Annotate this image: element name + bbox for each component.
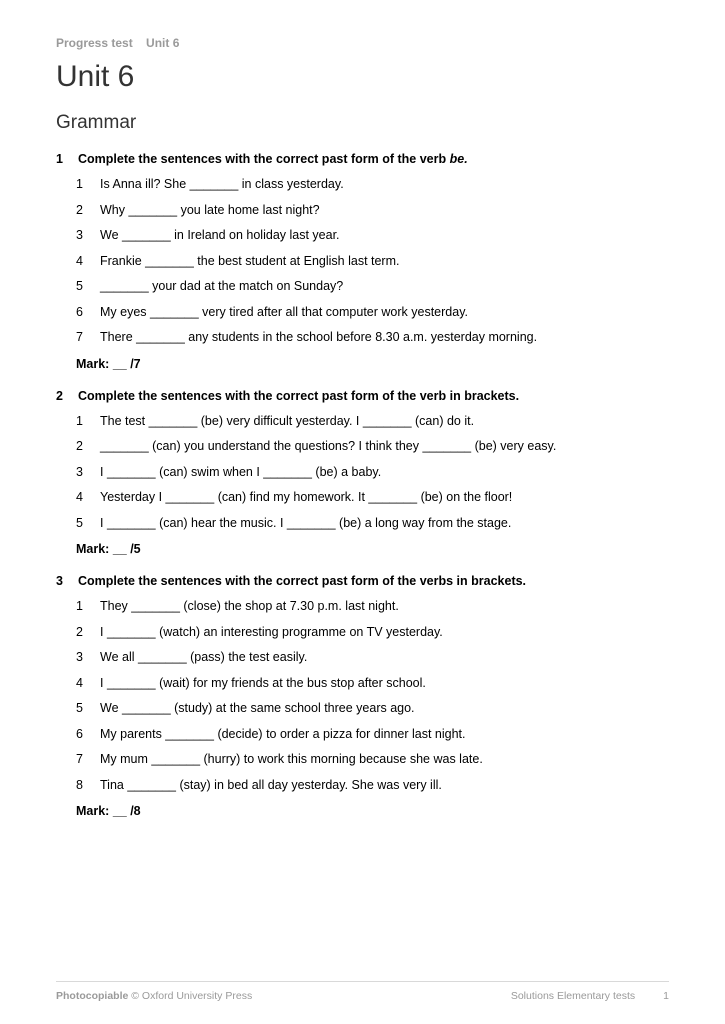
item-text: The test _______ (be) very difficult yes… (100, 413, 474, 431)
item-number: 7 (76, 751, 90, 769)
list-item: 1 The test _______ (be) very difficult ye… (76, 409, 669, 435)
item-text: My parents _______ (decide) to order a p… (100, 726, 466, 744)
item-number: 1 (76, 598, 90, 616)
list-item: 3 We all _______ (pass) the test easily. (76, 645, 669, 671)
item-text: I _______ (can) hear the music. I ______… (100, 515, 511, 533)
item-number: 3 (76, 464, 90, 482)
footer-right-text: Solutions Elementary tests (511, 990, 635, 1002)
item-number: 8 (76, 777, 90, 795)
list-item: 1 They _______ (close) the shop at 7.30 p… (76, 594, 669, 620)
exercise: 3 Complete the sentences with the correct… (56, 574, 669, 818)
footer: Photocopiable © Oxford University Press … (56, 981, 669, 1002)
item-text: I _______ (wait) for my friends at the b… (100, 675, 426, 693)
footer-right: Solutions Elementary tests 1 (511, 990, 669, 1002)
item-number: 5 (76, 700, 90, 718)
list-item: 2 I _______ (watch) an interesting progra… (76, 620, 669, 646)
mark-total: /7 (127, 357, 141, 371)
item-text: Frankie _______ the best student at Engl… (100, 253, 399, 271)
header-line: Progress test Unit 6 (56, 36, 669, 50)
mark-line: Mark: __ /8 (56, 804, 669, 818)
item-text: _______ (can) you understand the questio… (100, 438, 556, 456)
exercise-items: 1 The test _______ (be) very difficult ye… (56, 409, 669, 537)
item-text: Is Anna ill? She _______ in class yester… (100, 176, 344, 194)
item-text: There _______ any students in the school… (100, 329, 537, 347)
item-number: 2 (76, 202, 90, 220)
item-text: _______ your dad at the match on Sunday? (100, 278, 343, 296)
exercise-heading: 2 Complete the sentences with the correct… (56, 389, 669, 403)
item-number: 4 (76, 253, 90, 271)
header-left: Progress test (56, 36, 133, 50)
exercises-container: 1 Complete the sentences with the correct… (56, 152, 669, 818)
list-item: 1 Is Anna ill? She _______ in class yeste… (76, 172, 669, 198)
list-item: 4 Frankie _______ the best student at Eng… (76, 249, 669, 275)
footer-left-rest: © Oxford University Press (128, 990, 252, 1002)
list-item: 4 I _______ (wait) for my friends at the … (76, 671, 669, 697)
mark-label: Mark: __ (76, 542, 127, 556)
exercise-instruction: Complete the sentences with the correct … (78, 152, 468, 166)
item-number: 3 (76, 227, 90, 245)
mark-total: /5 (127, 542, 141, 556)
mark-total: /8 (127, 804, 141, 818)
list-item: 5 We _______ (study) at the same school t… (76, 696, 669, 722)
item-number: 1 (76, 176, 90, 194)
list-item: 8 Tina _______ (stay) in bed all day yest… (76, 773, 669, 799)
item-text: I _______ (watch) an interesting program… (100, 624, 443, 642)
item-number: 5 (76, 278, 90, 296)
exercise-number: 3 (56, 574, 68, 588)
page-title: Unit 6 (56, 60, 669, 94)
list-item: 3 We _______ in Ireland on holiday last y… (76, 223, 669, 249)
footer-left: Photocopiable © Oxford University Press (56, 990, 252, 1002)
item-number: 1 (76, 413, 90, 431)
footer-left-bold: Photocopiable (56, 990, 128, 1002)
exercise-instruction-italic: be. (450, 152, 468, 166)
item-number: 4 (76, 489, 90, 507)
header-right: Unit 6 (146, 36, 179, 50)
exercise: 2 Complete the sentences with the correct… (56, 389, 669, 557)
exercise-items: 1 Is Anna ill? She _______ in class yeste… (56, 172, 669, 351)
exercise-number: 2 (56, 389, 68, 403)
item-number: 5 (76, 515, 90, 533)
exercise-number: 1 (56, 152, 68, 166)
list-item: 2 Why _______ you late home last night? (76, 198, 669, 224)
section-title: Grammar (56, 112, 669, 134)
item-text: We _______ in Ireland on holiday last ye… (100, 227, 340, 245)
item-text: I _______ (can) swim when I _______ (be)… (100, 464, 381, 482)
list-item: 6 My parents _______ (decide) to order a … (76, 722, 669, 748)
list-item: 3 I _______ (can) swim when I _______ (be… (76, 460, 669, 486)
item-number: 6 (76, 304, 90, 322)
list-item: 2 _______ (can) you understand the questi… (76, 434, 669, 460)
exercise-instruction: Complete the sentences with the correct … (78, 574, 526, 588)
list-item: 4 Yesterday I _______ (can) find my homew… (76, 485, 669, 511)
item-number: 2 (76, 438, 90, 456)
list-item: 5 _______ your dad at the match on Sunday… (76, 274, 669, 300)
item-text: My mum _______ (hurry) to work this morn… (100, 751, 483, 769)
item-text: We _______ (study) at the same school th… (100, 700, 415, 718)
exercise-items: 1 They _______ (close) the shop at 7.30 p… (56, 594, 669, 798)
item-text: They _______ (close) the shop at 7.30 p.… (100, 598, 399, 616)
item-text: My eyes _______ very tired after all tha… (100, 304, 468, 322)
list-item: 7 My mum _______ (hurry) to work this mor… (76, 747, 669, 773)
item-number: 4 (76, 675, 90, 693)
list-item: 7 There _______ any students in the schoo… (76, 325, 669, 351)
item-number: 6 (76, 726, 90, 744)
footer-page: 1 (663, 990, 669, 1002)
item-text: Tina _______ (stay) in bed all day yeste… (100, 777, 442, 795)
item-number: 3 (76, 649, 90, 667)
item-text: Yesterday I _______ (can) find my homewo… (100, 489, 512, 507)
mark-label: Mark: __ (76, 357, 127, 371)
item-text: We all _______ (pass) the test easily. (100, 649, 307, 667)
mark-label: Mark: __ (76, 804, 127, 818)
exercise: 1 Complete the sentences with the correct… (56, 152, 669, 371)
item-text: Why _______ you late home last night? (100, 202, 320, 220)
list-item: 5 I _______ (can) hear the music. I _____… (76, 511, 669, 537)
item-number: 2 (76, 624, 90, 642)
list-item: 6 My eyes _______ very tired after all th… (76, 300, 669, 326)
mark-line: Mark: __ /7 (56, 357, 669, 371)
exercise-heading: 1 Complete the sentences with the correct… (56, 152, 669, 166)
item-number: 7 (76, 329, 90, 347)
exercise-instruction: Complete the sentences with the correct … (78, 389, 519, 403)
exercise-heading: 3 Complete the sentences with the correct… (56, 574, 669, 588)
mark-line: Mark: __ /5 (56, 542, 669, 556)
